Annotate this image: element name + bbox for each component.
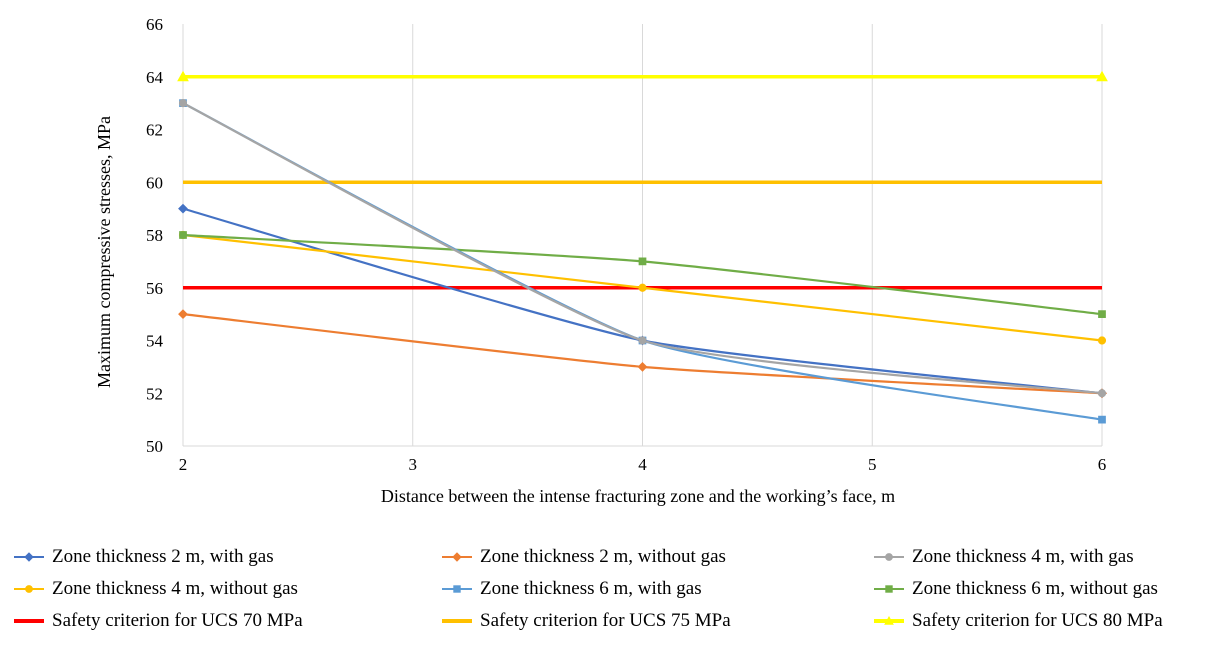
series-2 bbox=[178, 99, 1107, 398]
legend-swatch bbox=[442, 552, 472, 562]
data-point bbox=[178, 203, 188, 214]
legend-label: Zone thickness 4 m, without gas bbox=[52, 578, 298, 599]
x-axis-title: Distance between the intense fracturing … bbox=[381, 486, 895, 506]
legend-marker bbox=[24, 552, 34, 562]
x-tick-label: 4 bbox=[638, 455, 647, 474]
x-tick-label: 5 bbox=[868, 455, 877, 474]
data-point bbox=[638, 336, 647, 345]
legend-marker bbox=[885, 553, 893, 561]
data-point bbox=[638, 283, 647, 292]
y-tick-label: 54 bbox=[146, 332, 164, 351]
legend-item: Zone thickness 2 m, without gas bbox=[440, 542, 726, 572]
y-tick-label: 62 bbox=[146, 121, 163, 140]
data-point bbox=[177, 70, 189, 82]
series-5 bbox=[179, 231, 1106, 318]
data-point bbox=[1096, 70, 1108, 82]
legend-swatch bbox=[14, 585, 44, 593]
y-tick-label: 64 bbox=[146, 68, 164, 87]
x-tick-label: 6 bbox=[1098, 455, 1107, 474]
y-tick-label: 60 bbox=[146, 173, 163, 192]
legend-swatch bbox=[442, 585, 472, 593]
y-tick-label: 58 bbox=[146, 226, 163, 245]
data-point bbox=[178, 99, 188, 108]
legend-swatch bbox=[14, 619, 44, 623]
legend-item: Safety criterion for UCS 75 MPa bbox=[440, 606, 731, 636]
data-point bbox=[1098, 310, 1106, 318]
legend-swatch bbox=[874, 615, 904, 625]
legend-label: Zone thickness 4 m, with gas bbox=[912, 546, 1134, 567]
legend-label: Safety criterion for UCS 70 MPa bbox=[52, 610, 303, 631]
legend-item: Zone thickness 2 m, with gas bbox=[12, 542, 274, 572]
y-tick-label: 50 bbox=[146, 437, 163, 456]
legend-item: Zone thickness 6 m, without gas bbox=[872, 574, 1158, 604]
data-point bbox=[179, 231, 187, 239]
legend-marker bbox=[453, 585, 461, 593]
legend-label: Zone thickness 6 m, with gas bbox=[480, 578, 702, 599]
legend-marker bbox=[452, 552, 462, 562]
legend-label: Safety criterion for UCS 75 MPa bbox=[480, 610, 731, 631]
y-tick-label: 52 bbox=[146, 384, 163, 403]
y-tick-label: 66 bbox=[146, 15, 163, 34]
legend-label: Zone thickness 2 m, without gas bbox=[480, 546, 726, 567]
legend-swatch bbox=[874, 585, 904, 593]
data-point bbox=[1098, 415, 1106, 424]
x-tick-label: 3 bbox=[409, 455, 418, 474]
legend-item: Safety criterion for UCS 70 MPa bbox=[12, 606, 303, 636]
legend-item: Zone thickness 4 m, without gas bbox=[12, 574, 298, 604]
legend: Zone thickness 2 m, with gas Zone thickne… bbox=[0, 540, 1210, 640]
legend-label: Zone thickness 2 m, with gas bbox=[52, 546, 274, 567]
data-point bbox=[1097, 336, 1107, 345]
y-tick-label: 56 bbox=[146, 279, 163, 298]
data-point bbox=[638, 257, 647, 266]
legend-item: Zone thickness 6 m, with gas bbox=[440, 574, 702, 604]
legend-marker bbox=[885, 585, 893, 593]
series-8 bbox=[177, 70, 1108, 82]
legend-item: Safety criterion for UCS 80 MPa bbox=[872, 606, 1163, 636]
legend-label: Zone thickness 6 m, without gas bbox=[912, 578, 1158, 599]
legend-label: Safety criterion for UCS 80 MPa bbox=[912, 610, 1163, 631]
data-point bbox=[178, 309, 188, 320]
legend-swatch bbox=[14, 552, 44, 562]
legend-item: Zone thickness 4 m, with gas bbox=[872, 542, 1134, 572]
y-axis-title: Maximum compressive stresses, MPa bbox=[94, 116, 114, 388]
legend-marker bbox=[25, 585, 33, 593]
legend-marker bbox=[884, 615, 894, 625]
series-group bbox=[177, 70, 1108, 424]
x-tick-label: 2 bbox=[179, 455, 188, 474]
data-point bbox=[1097, 389, 1107, 398]
legend-swatch bbox=[874, 553, 904, 561]
grid-lines bbox=[182, 24, 1103, 446]
data-point bbox=[637, 361, 648, 372]
legend-swatch bbox=[442, 619, 472, 623]
